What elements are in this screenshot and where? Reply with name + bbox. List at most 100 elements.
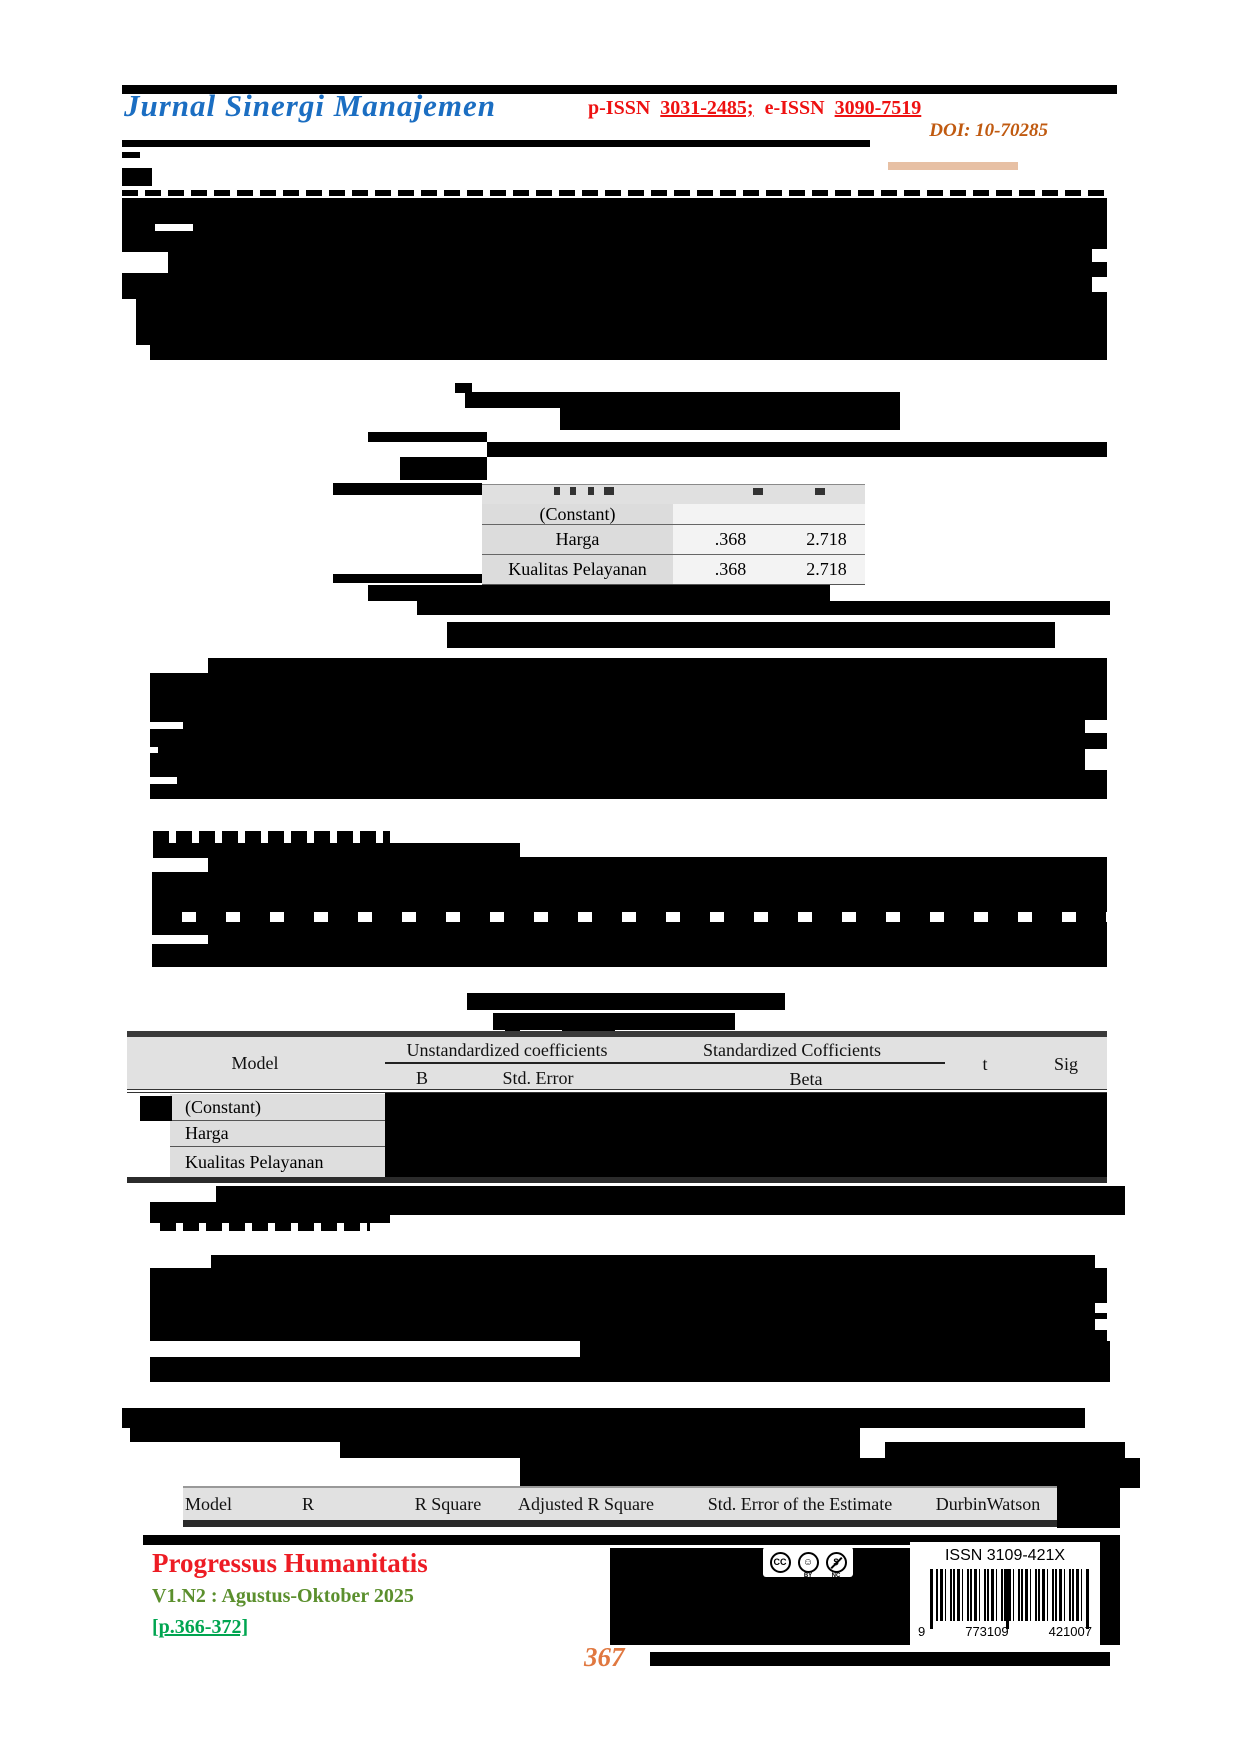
col-b: B <box>415 1068 428 1088</box>
col-standardized: Standardized Cofficients <box>702 1040 882 1060</box>
redaction-gap <box>152 935 208 944</box>
redaction-bar <box>150 345 1107 360</box>
redaction-bar <box>122 85 1117 94</box>
e-issn-value: 3090-7519 <box>834 97 922 119</box>
redaction-gap <box>1085 749 1107 770</box>
vif-value: 2.718 <box>788 525 865 554</box>
journal-title: Jurnal Sinergi Manajemen <box>124 88 496 123</box>
redaction-dashes <box>122 190 1107 196</box>
collinearity-table: (Constant) Harga .368 2.718 Kualitas Pel… <box>482 484 865 585</box>
table-row: Kualitas Pelayanan .368 2.718 <box>482 554 865 584</box>
row-label: Harga <box>482 525 673 554</box>
col-model: Model <box>231 1053 279 1073</box>
tolerance-value: .368 <box>673 525 788 554</box>
redaction-bar <box>130 1428 860 1442</box>
tolerance-value <box>673 504 788 524</box>
issn-text: ISSN 3109-421X <box>944 1547 1066 1564</box>
by-label: BY <box>803 1572 813 1579</box>
doi-line: DOI: 10-70285 <box>929 120 1048 141</box>
redaction-bar <box>122 198 1107 345</box>
model-summary-table-header <box>183 1486 1057 1522</box>
barcode-digit-group: 9 <box>918 1624 926 1639</box>
row-label: (Constant) <box>170 1094 385 1121</box>
redaction-bar <box>1057 1470 1120 1528</box>
redaction-bar <box>333 574 482 583</box>
redaction-bar <box>122 140 870 147</box>
redaction-bar <box>447 622 1055 648</box>
col-header: R Square <box>414 1494 482 1514</box>
redaction-bar <box>562 1019 615 1032</box>
redaction-bar <box>560 392 900 430</box>
redaction-bar <box>143 1535 1120 1545</box>
redaction-bar <box>216 1186 1125 1202</box>
redaction-dashes <box>160 1222 370 1231</box>
redaction-bar <box>150 1357 1110 1382</box>
doi-ghost-text <box>888 162 1018 170</box>
col-header: DurbinWatson <box>935 1494 1041 1514</box>
coefficients-table-bottom-border <box>127 1177 1107 1183</box>
model-number-redacted <box>140 1096 172 1121</box>
row-label: (Constant) <box>482 504 673 524</box>
redaction-bar <box>610 1548 910 1645</box>
redaction-bar <box>368 432 487 442</box>
issn-barcode: ISSN 3109-421X 9 773109 421007 <box>910 1542 1100 1642</box>
redaction-gap <box>1095 1303 1110 1313</box>
coefficients-row-labels: (Constant) Harga Kualitas Pelayanan <box>170 1094 385 1178</box>
col-header: Adjusted R Square <box>518 1494 654 1514</box>
cc-license-badge: CC ☺BY $NC <box>763 1547 853 1579</box>
col-header: Std. Error of the Estimate <box>707 1494 893 1514</box>
barcode-digit-group: 773109 <box>965 1624 1009 1639</box>
redaction-gap <box>122 252 168 273</box>
col-header: R <box>301 1494 314 1514</box>
redaction-gap <box>122 299 136 345</box>
footer-pages-line: [p.366-372] <box>152 1616 249 1638</box>
col-t: t <box>982 1054 988 1074</box>
redaction-bar <box>455 383 472 393</box>
redaction-bar <box>122 1408 1085 1428</box>
p-issn-value: 3031-2485; <box>660 97 754 119</box>
redaction-bar <box>208 857 1107 872</box>
redaction-bar <box>487 442 1107 457</box>
redaction-bar <box>150 673 1107 799</box>
col-sig: Sig <box>1053 1054 1078 1074</box>
nc-label: NC <box>831 1572 841 1579</box>
redaction-bar <box>122 168 152 186</box>
redaction-bar <box>465 392 560 408</box>
row-label: Harga <box>170 1121 385 1147</box>
row-label: Kualitas Pelayanan <box>185 1152 324 1172</box>
redaction-bar <box>400 457 487 480</box>
cc-by-icon: ☺ BY <box>797 1551 819 1579</box>
model-summary-bottom-border <box>183 1520 1057 1527</box>
col-header: Model <box>185 1494 232 1514</box>
barcode-guard <box>1086 1569 1089 1629</box>
redaction-bar <box>333 483 482 495</box>
redaction-dashes <box>153 831 390 843</box>
group-header-underline <box>385 1062 945 1064</box>
col-std-error: Std. Error <box>502 1068 574 1088</box>
e-issn-label: e-ISSN <box>764 97 825 119</box>
vif-value <box>788 504 865 524</box>
redaction-bar <box>122 152 140 158</box>
redaction-gap <box>1092 277 1107 292</box>
redaction-gap <box>150 777 177 784</box>
barcode-bars <box>936 1569 1084 1621</box>
col-beta: Beta <box>789 1069 823 1089</box>
redaction-bar <box>368 585 830 601</box>
col-unstandardized: Unstandardized coefficients <box>406 1040 608 1060</box>
redaction-bar <box>153 843 520 858</box>
barcode-digit-group: 421007 <box>1048 1624 1092 1639</box>
redaction-gap <box>150 722 183 729</box>
redaction-bar <box>650 1652 1110 1666</box>
redaction-bar <box>885 1442 1125 1458</box>
issn-line: p-ISSN 3031-2485; e-ISSN 3090-7519 <box>588 97 921 120</box>
redaction-bar <box>417 601 1110 615</box>
redaction-gap <box>1092 249 1107 262</box>
coefficients-table-top-border <box>127 1031 1107 1037</box>
cc-nc-icon: $NC <box>825 1551 847 1579</box>
vif-value: 2.718 <box>788 555 865 584</box>
redaction-bar <box>208 658 1107 674</box>
tolerance-value: .368 <box>673 555 788 584</box>
redaction-bar <box>1100 1542 1120 1645</box>
redaction-bar <box>467 993 785 1010</box>
footer-issue-line: V1.N2 : Agustus-Oktober 2025 <box>152 1585 414 1607</box>
